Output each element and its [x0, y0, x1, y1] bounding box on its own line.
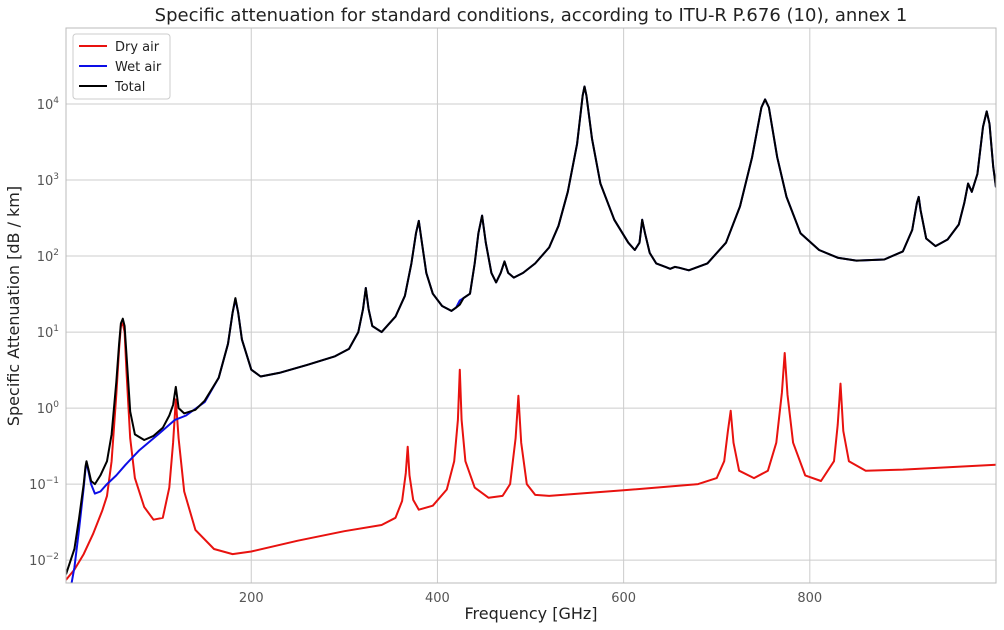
y-axis-label: Specific Attenuation [dB / km]	[4, 186, 23, 426]
x-tick-label: 200	[239, 591, 264, 606]
legend-box	[72, 33, 171, 100]
x-tick-label: 400	[425, 591, 450, 606]
x-tick-label: 800	[797, 591, 822, 606]
y-tick-label: 102	[37, 248, 59, 265]
chart-title: Specific attenuation for standard condit…	[155, 5, 908, 26]
y-tick-label: 10−1	[29, 476, 59, 493]
x-axis-label: Frequency [GHz]	[464, 604, 597, 623]
y-tick-label: 104	[37, 96, 60, 113]
y-tick-label: 100	[37, 400, 60, 417]
y-tick-label: 10−2	[29, 552, 59, 569]
legend: Dry air Wet air Total	[72, 33, 171, 100]
grid	[66, 28, 996, 583]
y-tick-label: 103	[37, 172, 59, 189]
legend-label-dry-air: Dry air	[115, 40, 160, 55]
plot-frame	[65, 27, 997, 584]
legend-label-wet-air: Wet air	[115, 60, 162, 75]
plot-background	[66, 28, 996, 583]
y-tick-label: 101	[37, 324, 59, 341]
x-tick-labels: 200 400 600 800	[239, 591, 822, 606]
y-tick-labels: 10−2 10−1 100 101 102 103 104	[29, 96, 59, 569]
series-layer	[66, 85, 996, 583]
series-line-dry-air	[66, 322, 996, 581]
x-tick-label: 600	[611, 591, 636, 606]
series-line-total	[66, 85, 996, 575]
legend-label-total: Total	[114, 80, 145, 95]
